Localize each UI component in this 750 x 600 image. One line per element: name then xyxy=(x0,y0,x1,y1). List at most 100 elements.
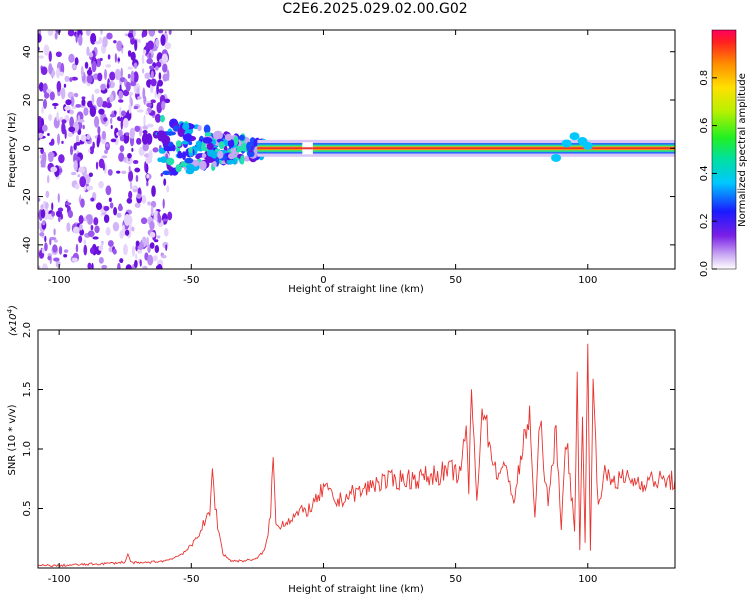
noise-cell xyxy=(97,72,103,82)
noise-cell xyxy=(157,79,164,87)
noise-cell xyxy=(64,75,70,82)
noise-cell xyxy=(47,30,54,37)
noise-cell xyxy=(212,160,217,168)
noise-cell xyxy=(142,265,148,269)
noise-cell xyxy=(94,88,100,94)
noise-cell xyxy=(59,168,63,174)
noise-cell xyxy=(57,133,61,146)
noise-cell xyxy=(113,207,118,216)
noise-cell xyxy=(130,70,135,83)
noise-cell xyxy=(119,77,126,83)
spectrogram-marks xyxy=(38,30,675,269)
noise-cell xyxy=(56,67,60,79)
noise-cell xyxy=(119,145,125,152)
noise-cell xyxy=(166,69,170,82)
noise-cell xyxy=(89,247,95,254)
noise-cell xyxy=(162,198,165,209)
noise-cell xyxy=(78,166,85,173)
y-tick-label: -40 xyxy=(22,237,33,253)
noise-cell xyxy=(132,160,139,165)
noise-cell xyxy=(89,105,97,117)
noise-cell xyxy=(73,160,78,172)
noise-cell xyxy=(233,136,239,146)
noise-cell xyxy=(55,51,62,58)
noise-cell xyxy=(142,125,149,130)
spectrogram-x-ticks: -100 -50 0 50 100 xyxy=(48,30,597,286)
noise-cell xyxy=(104,149,108,154)
noise-cell xyxy=(146,236,150,249)
noise-cell xyxy=(95,58,102,68)
noise-cell xyxy=(64,202,72,206)
noise-cell xyxy=(87,230,95,237)
noise-cell xyxy=(141,31,145,38)
noise-cell xyxy=(109,71,116,81)
noise-cell xyxy=(63,83,67,88)
noise-cell xyxy=(86,69,93,76)
noise-cell xyxy=(95,202,103,210)
noise-cell xyxy=(136,137,142,145)
x-tick-label: -100 xyxy=(48,275,71,286)
noise-cell xyxy=(160,156,168,164)
snr-background xyxy=(38,330,675,568)
noise-cell xyxy=(145,110,149,115)
noise-cell xyxy=(136,86,140,95)
noise-cell xyxy=(149,220,155,231)
noise-cell xyxy=(203,124,211,134)
noise-cell xyxy=(156,235,161,239)
noise-cell xyxy=(116,212,122,218)
noise-cell xyxy=(71,257,78,263)
noise-cell xyxy=(109,202,114,209)
noise-cell xyxy=(152,147,159,153)
noise-cell xyxy=(224,133,233,141)
noise-cell xyxy=(140,217,148,225)
noise-cell xyxy=(103,117,108,122)
noise-cell xyxy=(69,109,74,115)
noise-cell xyxy=(138,38,141,44)
noise-cell xyxy=(98,256,104,264)
noise-cell xyxy=(175,164,182,173)
noise-cell xyxy=(38,55,44,59)
noise-cell xyxy=(177,127,185,138)
snr-y-ticks: 0.5 1.0 1.5 2.0 xyxy=(22,322,675,516)
noise-cell xyxy=(182,122,190,131)
noise-cell xyxy=(94,40,101,45)
noise-cell xyxy=(155,66,159,71)
noise-cell xyxy=(81,98,86,107)
noise-cell xyxy=(201,153,207,158)
noise-cell xyxy=(88,52,94,58)
colorbar-tick-label: 0.6 xyxy=(699,118,710,134)
noise-cell xyxy=(86,46,90,57)
noise-cell xyxy=(167,211,173,221)
noise-cell xyxy=(246,141,252,152)
noise-cell xyxy=(135,174,139,183)
noise-cell xyxy=(161,135,171,145)
noise-cell xyxy=(107,54,111,60)
noise-cell xyxy=(84,61,89,69)
noise-cell xyxy=(52,102,59,107)
y-tick-label: 0.5 xyxy=(22,501,33,517)
noise-cell xyxy=(82,124,85,130)
ridge-feature xyxy=(569,132,580,141)
x-tick-label: -50 xyxy=(183,275,199,286)
noise-cell xyxy=(93,217,99,226)
noise-cell xyxy=(166,157,175,166)
noise-cell xyxy=(75,142,81,146)
noise-cell xyxy=(146,181,149,187)
noise-cell xyxy=(134,167,141,173)
noise-cell xyxy=(228,153,235,160)
noise-cell xyxy=(227,138,235,148)
noise-cell xyxy=(113,40,117,44)
noise-cell xyxy=(147,40,155,50)
noise-cell xyxy=(46,175,50,184)
noise-cell xyxy=(155,38,160,48)
noise-cell xyxy=(212,130,223,140)
noise-cell xyxy=(127,158,131,162)
noise-cell xyxy=(127,73,131,79)
noise-cell xyxy=(41,247,45,254)
noise-cell xyxy=(149,242,155,249)
ridge-feature xyxy=(582,141,593,150)
noise-cell xyxy=(123,244,128,256)
noise-cell xyxy=(97,126,101,135)
noise-cell xyxy=(51,210,56,217)
